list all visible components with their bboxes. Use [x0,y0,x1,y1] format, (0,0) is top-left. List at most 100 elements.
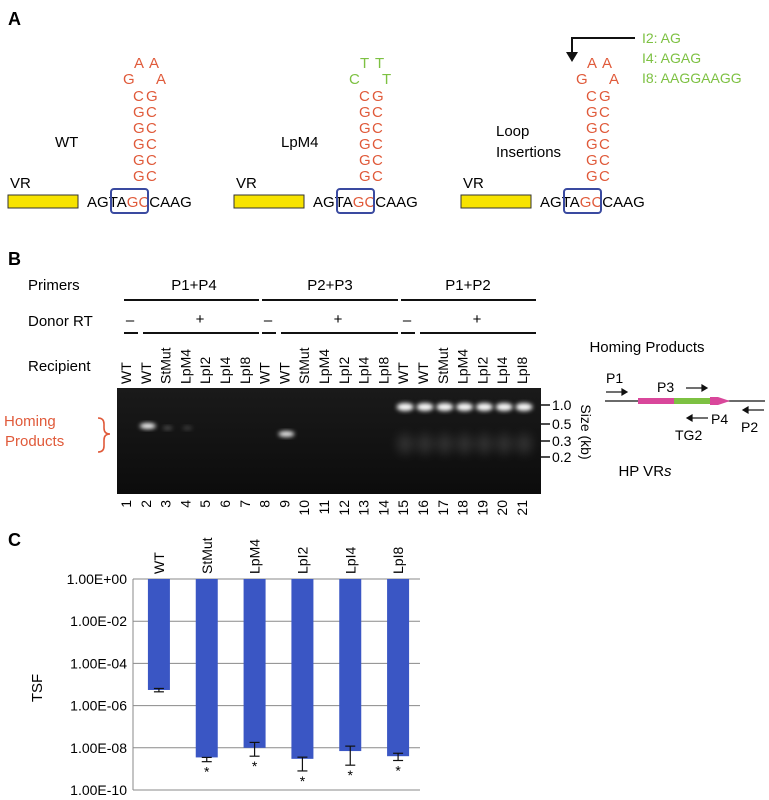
schematic-tg2: TG2 [675,427,702,443]
lane-label: LpI8 [375,357,391,384]
base-nt: C [591,194,602,211]
significance-mark: * [348,767,354,783]
size-marker-ticks [541,404,550,458]
category-label: LpI4 [342,547,358,574]
base-nt: G [127,194,139,211]
lane-number: 13 [356,500,372,516]
tsf-bar-chart: 1.00E+00 1.00E-02 1.00E-04 1.00E-06 1.00E-08… [29,537,420,798]
lane-number: 6 [217,500,233,508]
primer-group-p1p2: P1+P2 [445,277,490,294]
size-mark-0-5: 0.5 [552,416,572,432]
insertion-i4: I4: AGAG [642,50,701,66]
significance-mark: * [204,764,210,780]
row-label-donor: Donor RT [28,313,93,330]
stem-nt: G [359,168,371,185]
lane-label: LpI2 [197,357,213,384]
stem-nt: C [372,152,383,169]
stem-nt: C [599,152,610,169]
insertion-arrow [566,37,635,62]
tag-box [336,188,375,214]
base-nt: A [613,194,623,211]
stem-nt: G [586,120,598,137]
construct-label-line2: Insertions [496,144,561,161]
panel-c-letter: C [8,530,21,550]
gel-band [397,434,414,454]
base-sequence: AGTAGCCAAG [87,194,192,211]
insertion-i8: I8: AAGGAAGG [642,70,742,86]
loop-nt: A [134,55,144,72]
lane-label: WT [257,362,273,384]
lane-label: LpI4 [356,357,372,384]
category-label: LpI8 [390,547,406,574]
lane-number: 1 [118,500,134,508]
lane-number: 17 [435,500,451,516]
stem-nt: G [599,88,611,105]
bar [195,579,218,758]
base-nt: G [406,194,418,211]
loop-nt: A [602,55,612,72]
stem-nt: G [359,136,371,153]
stem-nt: G [586,136,598,153]
donor-minus-1: – [126,312,135,329]
base-nt: A [87,194,97,211]
construct-3: VRLoopInsertionsAGTAGCCAAGCGGGGGGCCCCCGA… [460,55,645,214]
schematic-hp-vr: HP VR [618,463,664,480]
row-label-primers: Primers [28,277,80,294]
stem-nt: C [599,136,610,153]
size-mark-0-3: 0.3 [552,433,572,449]
schematic-p4: P4 [711,411,728,427]
stem-nt: C [599,120,610,137]
stem-nt: G [586,104,598,121]
base-nt: A [170,194,180,211]
stem-nt: C [146,168,157,185]
stem-nt: G [359,104,371,121]
lane-number: 7 [237,500,253,508]
vr-label: VR [10,175,31,192]
donor-minus-3: – [403,312,412,329]
category-label: WT [151,552,167,574]
vr-label: VR [236,175,257,192]
base-nt: G [323,194,335,211]
base-nt: A [623,194,633,211]
y-tick-label: 1.00E-04 [70,655,127,671]
base-nt: C [602,194,613,211]
loop-nt: A [149,55,159,72]
stem-nt: C [133,88,144,105]
base-nt: A [313,194,323,211]
loop-nt: T [360,55,369,72]
lane-label: LpI2 [474,357,490,384]
panel-b-letter: B [8,249,21,269]
stem-nt: C [359,88,370,105]
bar [147,579,170,690]
base-nt: C [375,194,386,211]
lane-label: LpM4 [316,349,332,384]
gel-band [139,423,156,429]
base-nt: A [343,194,353,211]
bar [387,579,410,757]
stem-nt: C [599,104,610,121]
gel-band [456,434,473,454]
panel-a-letter: A [8,9,21,29]
stem-nt: C [372,104,383,121]
base-nt: A [540,194,550,211]
lane-number: 9 [276,500,292,508]
tag-box [110,188,149,214]
lane-label: WT [118,362,134,384]
donor-rt-row: – + – + – + [124,311,536,334]
significance-mark: * [300,773,306,789]
bar [243,579,266,748]
gel-band [436,434,453,454]
gel-band [182,426,193,430]
lane-number: 18 [455,500,471,516]
gel-image [117,388,541,494]
stem-nt: G [359,120,371,137]
lane-label: StMut [435,347,451,384]
stem-nt: G [586,168,598,185]
lane-number: 3 [158,500,174,508]
homing-products-label-1: Homing [4,413,56,430]
base-nt: G [550,194,562,211]
base-nt: A [160,194,170,211]
lane-label: LpI8 [514,357,530,384]
primer-group-p2p3: P2+P3 [307,277,352,294]
